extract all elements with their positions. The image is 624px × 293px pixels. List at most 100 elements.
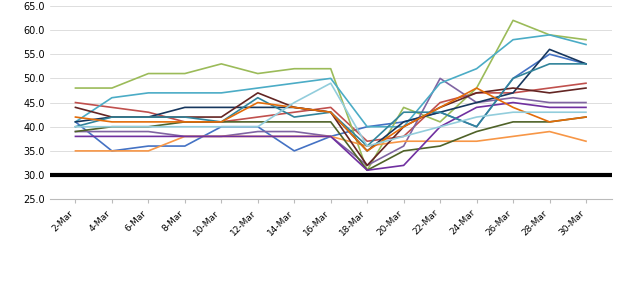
- G: [218, 106, 225, 109]
- H: [436, 106, 444, 109]
- M: [546, 110, 553, 114]
- D: [254, 130, 261, 133]
- K: [400, 110, 407, 114]
- K: [582, 62, 590, 66]
- G: [400, 120, 407, 124]
- M: [436, 125, 444, 128]
- Line: F: F: [76, 132, 586, 151]
- M: [254, 125, 261, 128]
- M: [108, 125, 115, 128]
- E: [181, 91, 188, 95]
- F: [181, 134, 188, 138]
- Line: C: C: [76, 20, 586, 170]
- J: [254, 134, 261, 138]
- J: [181, 134, 188, 138]
- A: [363, 125, 371, 128]
- A: [145, 144, 152, 148]
- M: [509, 110, 517, 114]
- M: [291, 101, 298, 104]
- B: [108, 106, 115, 109]
- C: [254, 72, 261, 75]
- Line: M: M: [76, 83, 586, 146]
- F: [218, 134, 225, 138]
- C: [72, 86, 79, 90]
- I: [327, 120, 334, 124]
- E: [72, 120, 79, 124]
- C: [108, 86, 115, 90]
- D: [473, 101, 480, 104]
- L: [582, 115, 590, 119]
- H: [108, 115, 115, 119]
- J: [72, 134, 79, 138]
- D: [145, 130, 152, 133]
- H: [291, 106, 298, 109]
- D: [291, 130, 298, 133]
- G: [363, 149, 371, 153]
- Line: A: A: [76, 54, 586, 151]
- F: [327, 134, 334, 138]
- C: [218, 62, 225, 66]
- I: [400, 149, 407, 153]
- M: [582, 110, 590, 114]
- A: [327, 134, 334, 138]
- 30%: [108, 173, 115, 177]
- I: [108, 125, 115, 128]
- F: [254, 134, 261, 138]
- H: [218, 115, 225, 119]
- Line: D: D: [76, 78, 586, 165]
- F: [72, 149, 79, 153]
- L: [181, 120, 188, 124]
- Line: K: K: [76, 64, 586, 146]
- J: [291, 134, 298, 138]
- Line: H: H: [76, 88, 586, 165]
- M: [72, 125, 79, 128]
- C: [181, 72, 188, 75]
- B: [400, 134, 407, 138]
- H: [546, 91, 553, 95]
- F: [363, 144, 371, 148]
- Line: E: E: [76, 35, 586, 127]
- J: [473, 106, 480, 109]
- A: [254, 125, 261, 128]
- K: [72, 125, 79, 128]
- G: [72, 120, 79, 124]
- K: [473, 125, 480, 128]
- G: [254, 106, 261, 109]
- E: [546, 33, 553, 37]
- D: [327, 134, 334, 138]
- H: [327, 110, 334, 114]
- G: [436, 110, 444, 114]
- C: [582, 38, 590, 42]
- F: [473, 139, 480, 143]
- G: [473, 101, 480, 104]
- A: [473, 125, 480, 128]
- K: [181, 115, 188, 119]
- F: [291, 134, 298, 138]
- C: [436, 120, 444, 124]
- I: [72, 130, 79, 133]
- E: [108, 96, 115, 100]
- A: [72, 120, 79, 124]
- L: [546, 120, 553, 124]
- L: [291, 106, 298, 109]
- B: [473, 91, 480, 95]
- H: [181, 115, 188, 119]
- G: [291, 106, 298, 109]
- E: [145, 91, 152, 95]
- M: [327, 81, 334, 85]
- D: [72, 130, 79, 133]
- L: [436, 106, 444, 109]
- E: [436, 81, 444, 85]
- Line: G: G: [76, 49, 586, 151]
- E: [363, 125, 371, 128]
- Line: J: J: [76, 103, 586, 170]
- D: [509, 96, 517, 100]
- M: [181, 125, 188, 128]
- B: [509, 91, 517, 95]
- Line: I: I: [76, 117, 586, 170]
- I: [218, 120, 225, 124]
- K: [546, 62, 553, 66]
- J: [327, 134, 334, 138]
- G: [582, 62, 590, 66]
- I: [473, 130, 480, 133]
